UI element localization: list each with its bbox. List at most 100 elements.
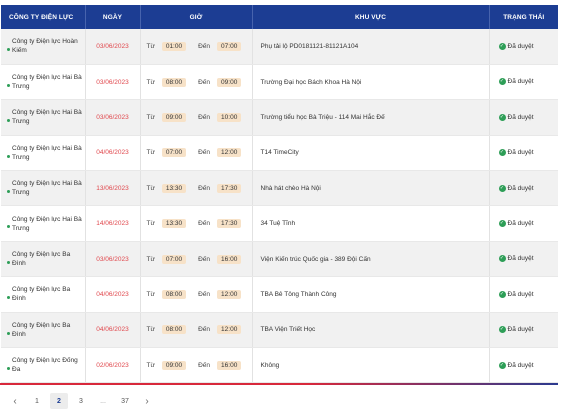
status-label: Đã duyệt [507,43,534,51]
table-row[interactable]: Công ty Điện lực Hai Bà Trưng 03/06/2023 T… [1,64,558,101]
green-dot-icon [7,367,10,371]
to-label: Đến [198,326,211,334]
pagination-ellipsis: ... [100,397,106,405]
cell-unit: Công ty Điện lực Hai Bà Trưng [1,170,86,207]
cell-area: 34 Tuệ Tĩnh [252,205,490,242]
from-label: Từ [146,78,155,86]
cell-time: Từ 09:00 Đến 10:00 [140,99,253,136]
cell-area: Phụ tải lộ PD0181121-81121A104 [252,29,490,65]
end-time: 16:00 [217,360,242,370]
table-row[interactable]: Công ty Điện lực Hai Bà Trưng 04/06/2023 T… [1,135,558,172]
table-row[interactable]: Công ty Điện lực Ba Đình 03/06/2023 Từ 07:0… [1,241,558,278]
status-label: Đã duyệt [507,184,534,192]
cell-date: 13/06/2023 [85,170,141,207]
end-time: 09:00 [217,77,242,87]
next-page-icon[interactable]: › [145,395,149,407]
to-label: Đến [198,42,211,50]
page-link-3[interactable]: 3 [79,397,83,405]
page-link-1[interactable]: 1 [35,397,39,405]
check-circle-icon: ✓ [498,361,506,369]
cell-time: Từ 13:30 Đến 17:30 [140,205,253,242]
cell-time: Từ 09:00 Đến 16:00 [140,347,253,384]
cell-time: Từ 13:30 Đến 17:30 [140,170,253,207]
table-row[interactable]: Công ty Điện lực Hai Bà Trưng 13/06/2023 T… [1,170,558,207]
from-label: Từ [146,42,155,50]
unit-name: Công ty Điện lực Hoàn Kiếm [12,38,78,55]
header-status[interactable]: TRẠNG THÁI [489,5,558,29]
start-time: 07:00 [161,254,187,264]
cell-unit: Công ty Điện lực Hai Bà Trưng [1,64,86,101]
cell-status: ✓ Đã duyệt [489,241,558,278]
cell-status: ✓ Đã duyệt [489,170,558,207]
cell-status: ✓ Đã duyệt [489,276,558,313]
check-circle-icon: ✓ [498,220,506,228]
end-time: 16:00 [217,254,242,264]
start-time: 08:00 [161,325,187,335]
cell-time: Từ 08:00 Đến 12:00 [140,276,253,313]
unit-name: Công ty Điện lực Hai Bà Trưng [12,74,82,91]
from-label: Từ [146,113,155,121]
cell-date: 04/06/2023 [85,312,141,349]
start-time: 09:00 [161,112,187,122]
cell-unit: Công ty Điện lực Ba Đình [1,312,86,349]
table-row[interactable]: Công ty Điện lực Đống Đa 02/06/2023 Từ 09:0… [1,347,558,384]
cell-unit: Công ty Điện lực Ba Đình [1,241,86,278]
from-label: Từ [146,149,155,157]
table-row[interactable]: Công ty Điện lực Ba Đình 04/06/2023 Từ 08:0… [1,276,558,313]
status-label: Đã duyệt [507,149,534,157]
unit-name: Công ty Điện lực Đống Đa [12,357,78,374]
to-label: Đến [198,361,211,369]
cell-status: ✓ Đã duyệt [489,205,558,242]
to-label: Đến [198,113,211,121]
cell-unit: Công ty Điện lực Đống Đa [1,347,86,384]
end-time: 10:00 [217,112,242,122]
pagination: ‹ 1 2 3 ... 37 › [6,393,160,409]
header-unit[interactable]: CÔNG TY ĐIỆN LỰC [1,5,86,29]
green-dot-icon [7,260,10,264]
cell-area: Không [252,347,490,384]
page-link-37[interactable]: 37 [121,397,129,405]
cell-area: TBA Viện Triết Học [252,312,490,349]
cell-status: ✓ Đã duyệt [489,312,558,349]
green-dot-icon [7,154,10,158]
end-time: 12:00 [217,148,242,158]
unit-name: Công ty Điện lực Ba Đình [12,286,71,303]
from-label: Từ [146,220,155,228]
unit-name: Công ty Điện lực Hai Bà Trưng [12,144,82,161]
start-time: 09:00 [161,360,187,370]
header-date[interactable]: NGÀY [85,5,141,29]
unit-name: Công ty Điện lực Ba Đình [12,251,71,268]
table-row[interactable]: Công ty Điện lực Ba Đình 04/06/2023 Từ 08:0… [1,312,558,349]
green-dot-icon [7,296,10,300]
unit-name: Công ty Điện lực Hai Bà Trưng [12,180,82,197]
table-row[interactable]: Công ty Điện lực Hoàn Kiếm 03/06/2023 Từ 01… [1,29,558,65]
cell-area: Trường Đại học Bách Khoa Hà Nội [252,64,490,101]
from-label: Từ [146,184,155,192]
end-time: 07:00 [217,41,242,51]
check-circle-icon: ✓ [498,149,506,157]
page-link-2[interactable]: 2 [50,393,68,409]
unit-name: Công ty Điện lực Ba Đình [12,321,71,338]
cell-unit: Công ty Điện lực Ba Đình [1,276,86,313]
prev-page-icon[interactable]: ‹ [13,395,17,407]
header-area[interactable]: KHU VỰC [252,5,490,29]
end-time: 17:30 [217,219,242,229]
table-body: Công ty Điện lực Hoàn Kiếm 03/06/2023 Từ 01… [1,29,558,384]
from-label: Từ [146,290,155,298]
end-time: 12:00 [217,325,242,335]
from-label: Từ [146,255,155,263]
cell-status: ✓ Đã duyệt [489,135,558,172]
header-time[interactable]: GIỜ [140,5,253,29]
to-label: Đến [198,184,211,192]
green-dot-icon [7,331,10,335]
cell-time: Từ 01:00 Đến 07:00 [140,29,253,65]
status-label: Đã duyệt [507,326,534,334]
cell-time: Từ 07:00 Đến 12:00 [140,135,253,172]
cell-date: 03/06/2023 [85,64,141,101]
status-label: Đã duyệt [507,255,534,263]
table-row[interactable]: Công ty Điện lực Hai Bà Trưng 03/06/2023 T… [1,99,558,136]
table-row[interactable]: Công ty Điện lực Hai Bà Trưng 14/06/2023 T… [1,205,558,242]
cell-area: Viện Kiến trúc Quốc gia - 389 Đội Cấn [252,241,490,278]
check-circle-icon: ✓ [498,255,506,263]
